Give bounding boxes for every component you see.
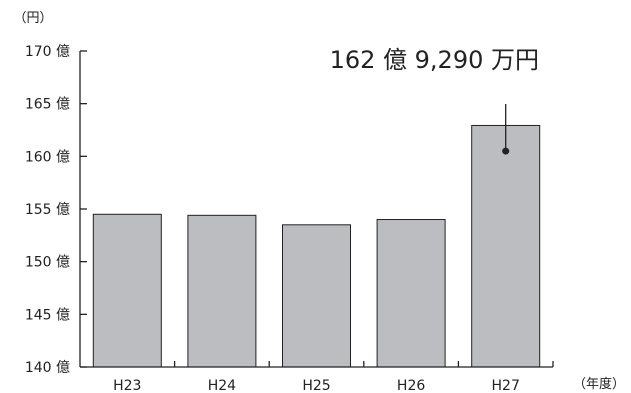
bar — [187, 214, 257, 368]
y-ticks: 140 億 145 億 150 億 155 億 160 億 165 億 170 億 — [25, 44, 87, 376]
y-axis-unit: （円） — [13, 11, 52, 26]
y-tick-label: 160 億 — [25, 149, 70, 165]
x-tick-label: H26 — [397, 378, 425, 393]
annotation-layer: 162 億 9,290 万円 — [330, 46, 539, 155]
y-tick-label: 150 億 — [25, 255, 70, 271]
annotation-label: 162 億 9,290 万円 — [330, 46, 539, 74]
y-tick-label: 145 億 — [25, 307, 70, 323]
y-tick-label: 165 億 — [25, 97, 70, 113]
y-tick-label: 140 億 — [25, 360, 70, 376]
bar — [471, 124, 541, 368]
x-tick-label: H23 — [113, 378, 141, 393]
bar — [92, 213, 162, 368]
annotation-dot — [502, 147, 510, 155]
y-tick-label: 170 億 — [25, 44, 70, 60]
x-tick-label: H27 — [492, 378, 520, 393]
x-tick-label: H25 — [302, 378, 330, 393]
bars-layer — [92, 124, 541, 368]
bar — [376, 219, 446, 368]
bar — [282, 224, 351, 368]
x-tick-label: H24 — [208, 378, 236, 393]
y-tick-label: 155 億 — [25, 202, 70, 218]
x-axis-unit: （年度） — [573, 376, 625, 392]
x-ticks: H23 H24 H25 H26 H27 — [113, 361, 554, 393]
